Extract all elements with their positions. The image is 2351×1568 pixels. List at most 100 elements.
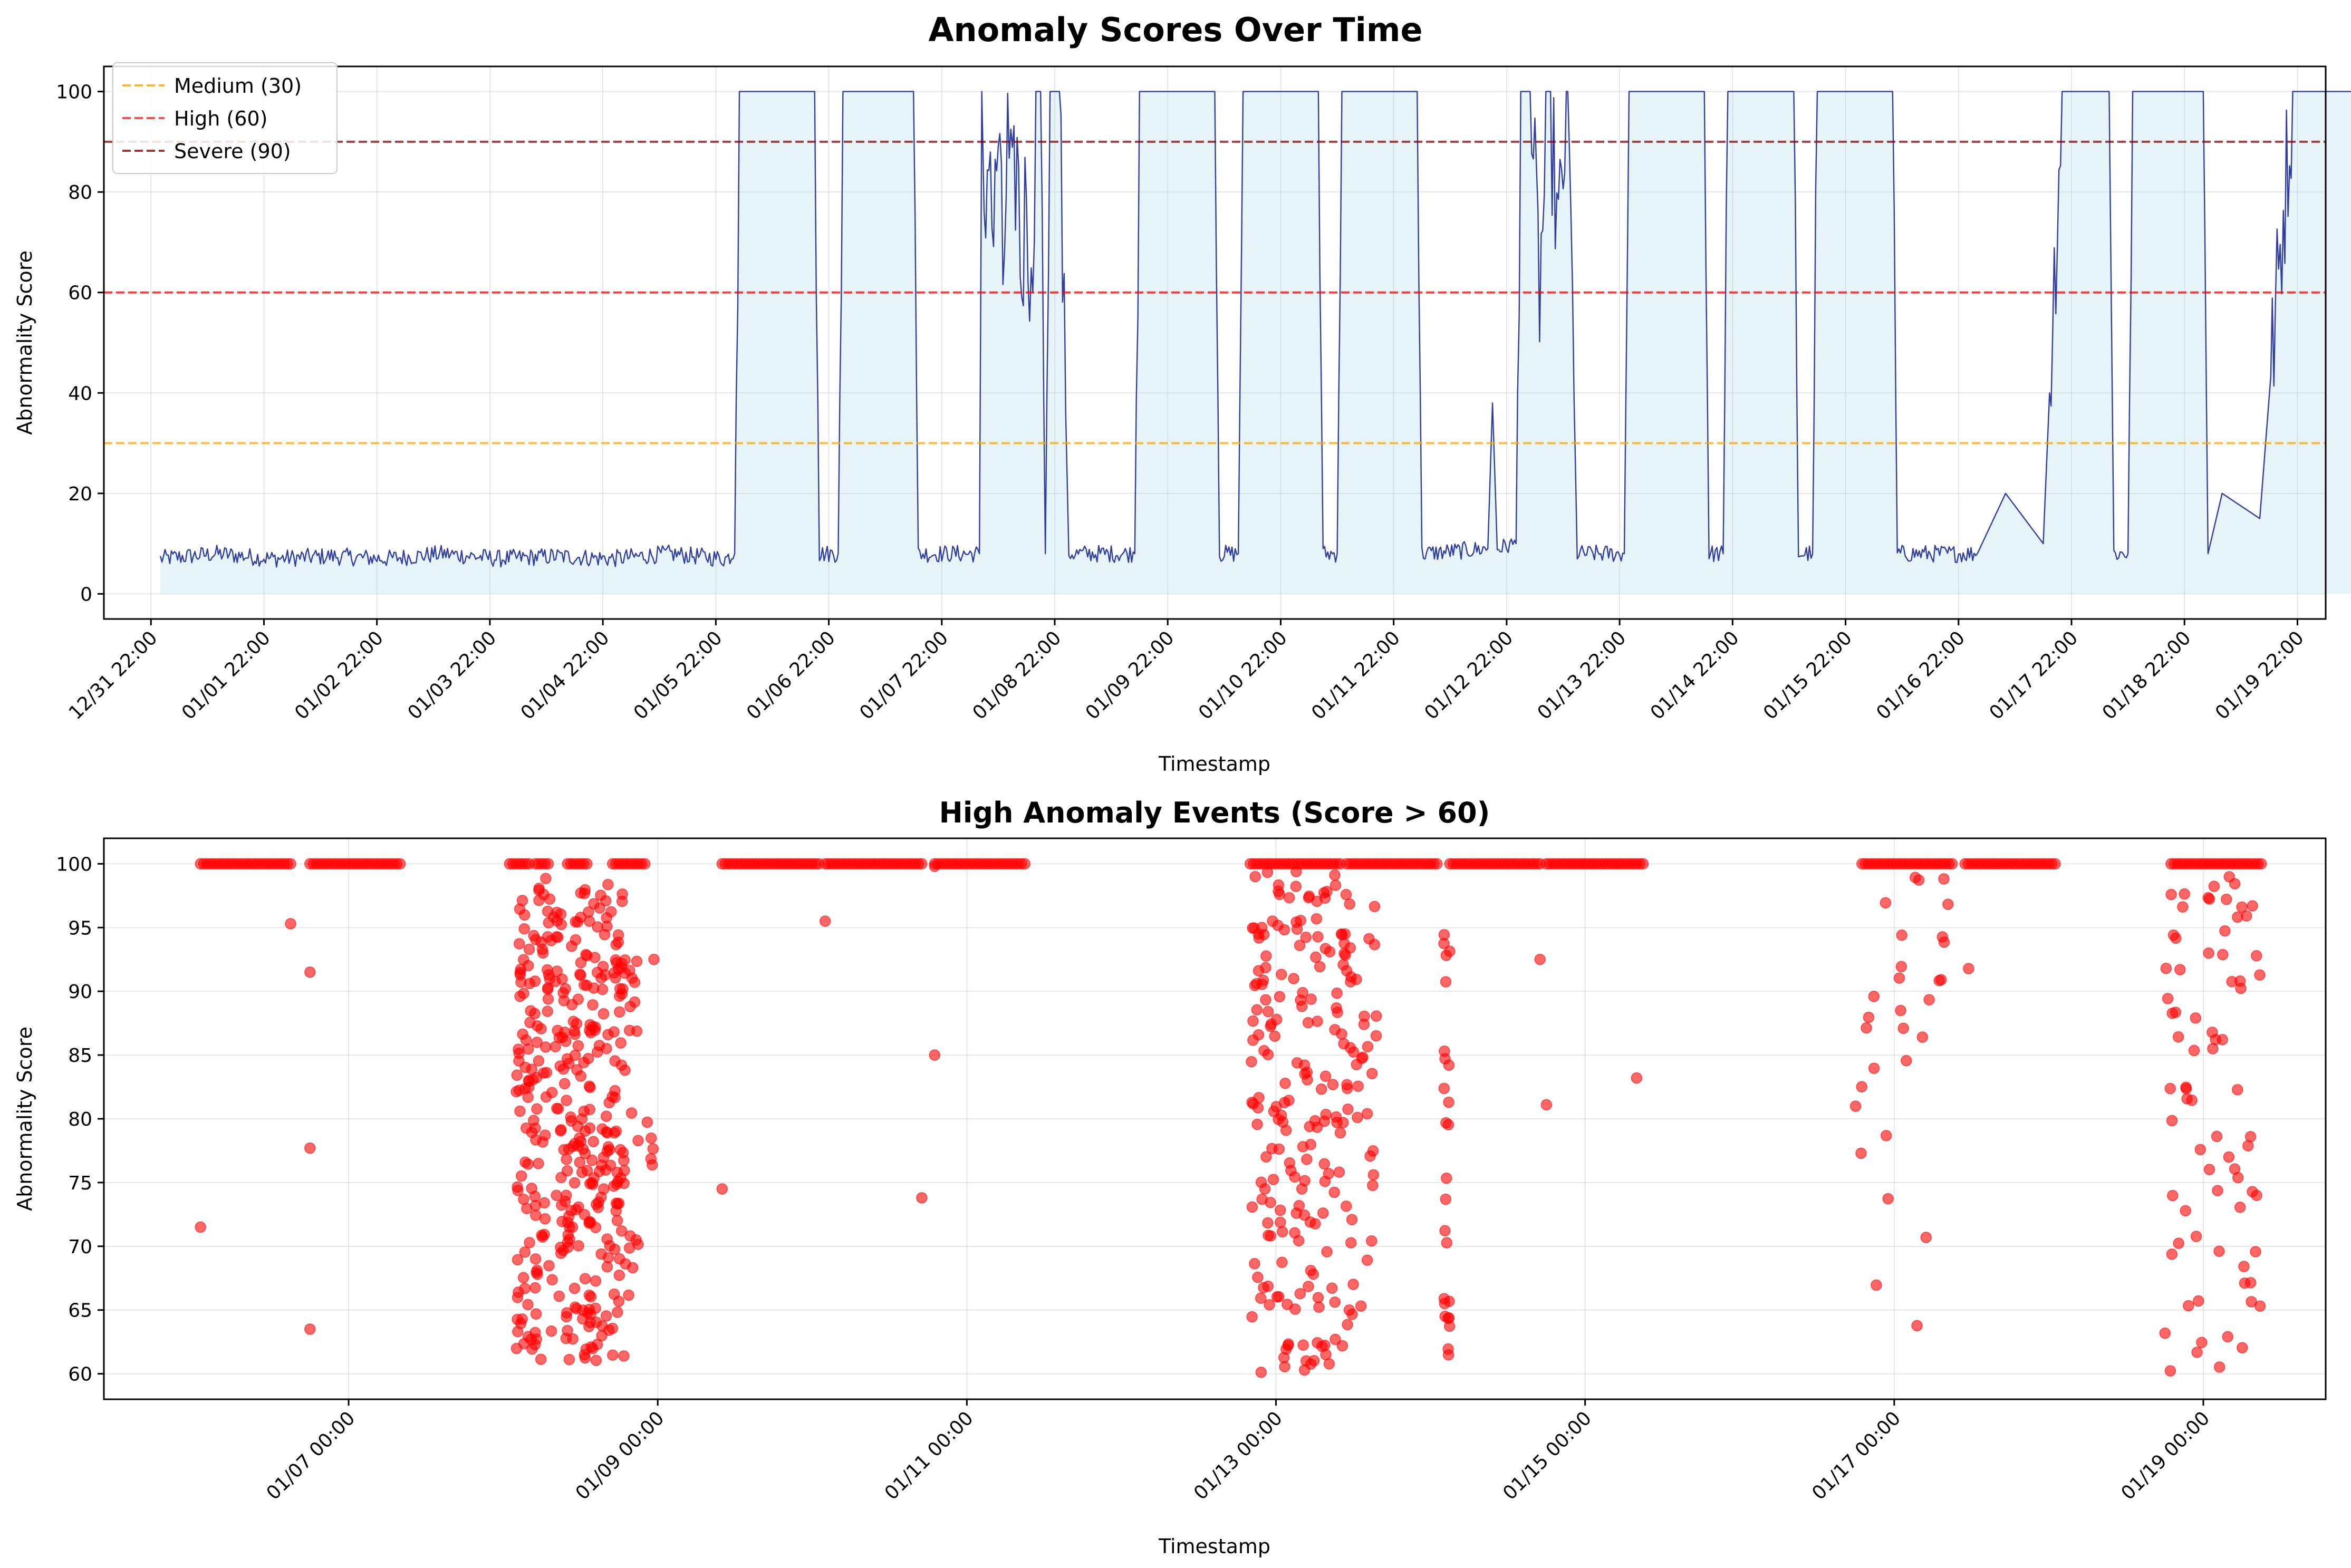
event-point-cluster-2-191 bbox=[1257, 974, 1269, 986]
event-point-cluster-6-24 bbox=[2213, 1245, 2225, 1257]
event-point-cluster-6-29 bbox=[2183, 1300, 2194, 1312]
event-point-isolated-4 bbox=[304, 1323, 316, 1335]
event-point-cluster-6-61 bbox=[2247, 1186, 2258, 1198]
event-point-isolated-5 bbox=[716, 1183, 728, 1195]
event-point-cluster-2-54 bbox=[1258, 1044, 1270, 1057]
event-point-cluster-0-321 bbox=[525, 1005, 536, 1017]
event-point-cluster-6-12 bbox=[2180, 1205, 2191, 1217]
event-point-cluster-0-312 bbox=[590, 1222, 602, 1233]
event-point-cluster-6-44 bbox=[2232, 1172, 2244, 1184]
event-point-cluster-2-138 bbox=[1329, 1333, 1341, 1346]
chart2-ytick-label-85: 85 bbox=[68, 1045, 92, 1067]
event-point-cluster-2-116 bbox=[1246, 1201, 1258, 1213]
event-point-cluster-2-185 bbox=[1303, 891, 1315, 902]
event-point-cluster-0-366 bbox=[592, 1046, 603, 1058]
event-point-saturated-13-28 bbox=[1946, 858, 1958, 870]
event-point-cluster-4-12 bbox=[1439, 1046, 1450, 1057]
event-point-cluster-0-305 bbox=[522, 1043, 534, 1055]
event-point-cluster-6-0 bbox=[2190, 1012, 2202, 1024]
event-point-cluster-3-1 bbox=[1352, 1111, 1363, 1124]
event-point-cluster-5-17 bbox=[1920, 1232, 1932, 1243]
event-point-cluster-6-28 bbox=[2193, 1295, 2204, 1307]
event-point-cluster-0-89 bbox=[578, 1057, 590, 1069]
chart1-ytick-label-60: 60 bbox=[68, 283, 92, 304]
event-point-cluster-4-24 bbox=[1442, 1349, 1454, 1361]
event-point-cluster-5-15 bbox=[1911, 1320, 1923, 1332]
event-point-isolated-1 bbox=[285, 918, 296, 930]
event-point-cluster-2-105 bbox=[1295, 915, 1307, 926]
event-point-cluster-6-58 bbox=[2234, 1202, 2246, 1213]
event-point-cluster-2-73 bbox=[1284, 1157, 1296, 1169]
event-point-cluster-0-250 bbox=[608, 967, 620, 979]
event-point-cluster-2-16 bbox=[1311, 913, 1323, 925]
event-point-cluster-0-232 bbox=[566, 999, 578, 1011]
event-point-cluster-2-140 bbox=[1327, 1079, 1339, 1090]
event-point-cluster-1-16 bbox=[627, 1262, 639, 1274]
event-point-cluster-0-340 bbox=[512, 1185, 524, 1196]
event-point-cluster-2-146 bbox=[1330, 1111, 1342, 1123]
event-point-cluster-0-203 bbox=[519, 1283, 531, 1294]
event-point-cluster-2-76 bbox=[1328, 1186, 1340, 1198]
event-point-cluster-6-47 bbox=[2236, 901, 2248, 913]
event-point-cluster-2-29 bbox=[1313, 1301, 1325, 1313]
legend-entry-severe: Severe (90) bbox=[122, 140, 291, 163]
event-point-cluster-2-141 bbox=[1299, 1068, 1311, 1080]
chart1-plot-frame bbox=[103, 65, 2327, 620]
event-point-saturated-12-31 bbox=[1637, 858, 1649, 870]
event-point-cluster-0-220 bbox=[518, 909, 531, 921]
event-point-cluster-0-181 bbox=[551, 1189, 562, 1201]
event-point-cluster-0-64 bbox=[529, 1253, 542, 1265]
event-point-cluster-0-296 bbox=[531, 1266, 542, 1279]
chart1-series-fill bbox=[160, 91, 2351, 594]
event-point-cluster-0-243 bbox=[595, 1248, 607, 1260]
event-point-cluster-6-33 bbox=[2223, 871, 2236, 883]
event-point-saturated-1-28 bbox=[394, 858, 406, 870]
event-point-cluster-6-55 bbox=[2177, 901, 2189, 913]
event-point-cluster-0-316 bbox=[563, 1058, 575, 1069]
chart2-plot-frame bbox=[103, 837, 2327, 1400]
event-point-cluster-5-26 bbox=[1868, 1062, 1880, 1074]
event-point-cluster-0-230 bbox=[600, 895, 612, 907]
event-point-cluster-0-147 bbox=[522, 1299, 534, 1311]
event-point-cluster-6-72 bbox=[2237, 1342, 2248, 1354]
event-point-cluster-2-6 bbox=[1301, 1154, 1313, 1165]
chart1-legend: Medium (30) High (60) Severe (90) bbox=[112, 62, 338, 174]
event-point-cluster-6-17 bbox=[2203, 1164, 2215, 1175]
event-point-cluster-0-274 bbox=[570, 916, 581, 928]
event-point-cluster-6-52 bbox=[2179, 888, 2190, 900]
event-point-cluster-2-171 bbox=[1297, 1141, 1309, 1153]
event-point-cluster-5-2 bbox=[1868, 991, 1880, 1002]
chart2-y-axis-ticks: 60 65 70 75 80 85 90 95 100 bbox=[56, 854, 104, 1386]
chart1-threshold-lines bbox=[104, 140, 2326, 444]
event-point-cluster-0-100 bbox=[561, 1095, 572, 1106]
event-point-cluster-2-175 bbox=[1289, 1227, 1300, 1238]
event-point-cluster-0-248 bbox=[514, 990, 526, 1002]
chart2-event-markers bbox=[195, 858, 2267, 1378]
event-point-cluster-0-95 bbox=[615, 1037, 627, 1049]
event-point-cluster-2-184 bbox=[1266, 1143, 1278, 1155]
event-point-cluster-0-154 bbox=[517, 1272, 529, 1284]
event-point-cluster-2-91 bbox=[1302, 1017, 1314, 1029]
event-point-cluster-4-13 bbox=[1440, 1117, 1452, 1129]
event-point-cluster-5-14 bbox=[1909, 872, 1921, 884]
event-point-cluster-0-345 bbox=[522, 1091, 534, 1103]
event-point-cluster-6-38 bbox=[2188, 1044, 2200, 1057]
event-point-cluster-6-50 bbox=[2244, 1131, 2257, 1143]
event-point-cluster-3-21 bbox=[1367, 1145, 1379, 1157]
event-point-cluster-6-64 bbox=[2191, 1347, 2203, 1358]
event-point-cluster-0-224 bbox=[607, 1349, 619, 1361]
event-point-cluster-2-197 bbox=[1262, 1217, 1274, 1229]
event-point-cluster-0-342 bbox=[539, 1213, 551, 1225]
event-point-cluster-4-16 bbox=[1441, 1172, 1452, 1184]
event-point-cluster-6-18 bbox=[2165, 888, 2177, 901]
event-point-cluster-5-16 bbox=[1855, 1147, 1867, 1159]
event-point-cluster-0-328 bbox=[596, 983, 609, 995]
event-point-cluster-2-142 bbox=[1263, 1230, 1274, 1241]
event-point-cluster-1-11 bbox=[629, 976, 641, 988]
chart2-ytick-label-60: 60 bbox=[68, 1364, 92, 1386]
event-point-cluster-6-60 bbox=[2194, 1144, 2207, 1156]
event-point-cluster-2-118 bbox=[1276, 969, 1287, 980]
event-point-cluster-0-309 bbox=[598, 1008, 610, 1020]
event-point-cluster-5-13 bbox=[1880, 1130, 1892, 1141]
chart1-y-axis-label: Abnormality Score bbox=[13, 250, 36, 435]
